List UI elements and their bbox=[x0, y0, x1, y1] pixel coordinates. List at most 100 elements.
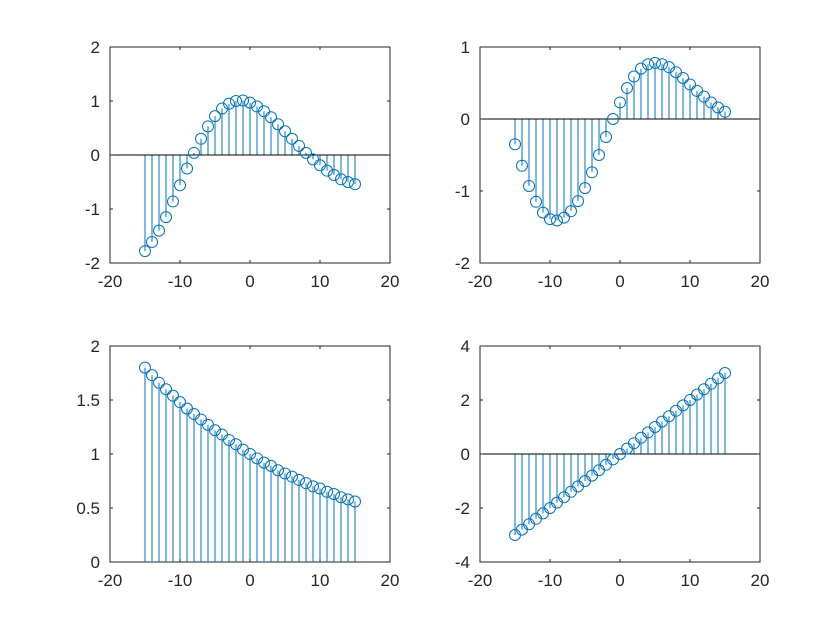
data-point-marker bbox=[516, 159, 528, 172]
data-point-marker bbox=[593, 149, 605, 161]
x-tick-label: -20 bbox=[468, 272, 493, 291]
data-point-marker bbox=[314, 482, 326, 495]
markers bbox=[139, 94, 361, 258]
data-point-marker bbox=[146, 235, 158, 248]
data-point-marker bbox=[160, 383, 172, 396]
subplot-bottom-left: -20 -10 0 10 20 0 0.5 1 1.5 2 bbox=[76, 337, 399, 590]
x-tick-label: 0 bbox=[615, 571, 624, 590]
x-tick-label: 0 bbox=[245, 272, 254, 291]
data-point-marker bbox=[677, 71, 689, 84]
data-point-marker bbox=[635, 62, 647, 75]
y-tick-label: 0 bbox=[91, 146, 100, 165]
data-point-marker bbox=[237, 94, 249, 107]
data-point-marker bbox=[272, 464, 284, 477]
x-tick-label: -10 bbox=[168, 571, 193, 590]
x-tick-label: 20 bbox=[751, 571, 770, 590]
y-tick-label: -1 bbox=[455, 182, 470, 201]
y-tick-label: -2 bbox=[455, 499, 470, 518]
data-point-marker bbox=[146, 369, 158, 382]
x-tick-label: 0 bbox=[245, 571, 254, 590]
data-point-marker bbox=[153, 376, 165, 389]
y-tick-label: 4 bbox=[461, 337, 470, 356]
data-point-marker bbox=[202, 120, 214, 133]
y-tick-label: 2 bbox=[461, 391, 470, 410]
data-point-marker bbox=[684, 78, 696, 91]
data-point-marker bbox=[656, 58, 668, 71]
stems bbox=[514, 373, 726, 535]
data-point-marker bbox=[139, 245, 151, 258]
data-point-marker bbox=[349, 495, 361, 508]
markers bbox=[139, 361, 361, 508]
data-point-marker bbox=[558, 211, 570, 224]
data-point-marker bbox=[286, 132, 298, 145]
data-point-marker bbox=[328, 168, 340, 181]
data-point-marker bbox=[230, 95, 242, 107]
data-point-marker bbox=[209, 110, 221, 123]
x-tick-label: -20 bbox=[468, 571, 493, 590]
data-point-marker bbox=[279, 467, 291, 480]
x-tick-label: 20 bbox=[751, 272, 770, 291]
data-point-marker bbox=[293, 473, 305, 486]
data-point-marker bbox=[572, 195, 584, 208]
data-point-marker bbox=[265, 459, 277, 472]
y-tick-label: -4 bbox=[455, 553, 470, 572]
data-point-marker bbox=[342, 493, 354, 506]
data-point-marker bbox=[167, 389, 179, 402]
y-tick-label: 0 bbox=[91, 553, 100, 572]
data-point-marker bbox=[544, 213, 556, 226]
data-point-marker bbox=[579, 182, 591, 195]
data-point-marker bbox=[300, 477, 312, 490]
x-tick-label: 20 bbox=[381, 272, 400, 291]
x-tick-label: 10 bbox=[681, 272, 700, 291]
data-point-marker bbox=[244, 448, 256, 460]
y-tick-label: 2 bbox=[91, 38, 100, 57]
x-tick-label: -10 bbox=[538, 571, 563, 590]
data-point-marker bbox=[349, 178, 361, 191]
data-point-marker bbox=[153, 224, 165, 237]
x-tick-label: 0 bbox=[615, 272, 624, 291]
x-tick-label: -20 bbox=[98, 272, 123, 291]
data-point-marker bbox=[223, 433, 235, 446]
data-point-marker bbox=[244, 96, 256, 109]
data-point-marker bbox=[293, 139, 305, 152]
data-point-marker bbox=[719, 367, 731, 379]
x-tick-label: -10 bbox=[538, 272, 563, 291]
data-point-marker bbox=[307, 480, 319, 493]
data-point-marker bbox=[509, 138, 521, 151]
data-point-marker bbox=[628, 70, 640, 83]
data-point-marker bbox=[335, 173, 347, 186]
x-tick-label: 10 bbox=[311, 272, 330, 291]
subplot-top-right: -20 -10 0 10 20-2-101 bbox=[455, 38, 770, 291]
stems bbox=[144, 100, 356, 252]
data-point-marker bbox=[342, 176, 354, 188]
data-point-marker bbox=[174, 179, 186, 192]
data-point-marker bbox=[209, 424, 221, 437]
data-point-marker bbox=[642, 58, 654, 71]
y-tick-label: 1 bbox=[91, 92, 100, 111]
data-point-marker bbox=[286, 470, 298, 483]
data-point-marker bbox=[307, 153, 319, 166]
data-point-marker bbox=[321, 485, 333, 498]
x-tick-label: 10 bbox=[311, 571, 330, 590]
data-point-marker bbox=[621, 82, 633, 95]
data-point-marker bbox=[537, 206, 549, 219]
data-point-marker bbox=[321, 164, 333, 177]
markers bbox=[509, 367, 731, 541]
data-point-marker bbox=[181, 162, 193, 175]
data-point-marker bbox=[258, 456, 270, 469]
data-point-marker bbox=[272, 118, 284, 131]
data-point-marker bbox=[188, 146, 200, 159]
data-point-marker bbox=[237, 443, 249, 456]
x-tick-label: 20 bbox=[381, 571, 400, 590]
y-tick-label: -2 bbox=[455, 254, 470, 273]
stems bbox=[514, 62, 726, 221]
data-point-marker bbox=[649, 56, 661, 69]
y-tick-label: -2 bbox=[85, 254, 100, 273]
markers bbox=[509, 56, 731, 227]
y-tick-label: 2 bbox=[91, 337, 100, 356]
x-tick-label: -10 bbox=[168, 272, 193, 291]
stems bbox=[144, 367, 356, 562]
data-point-marker bbox=[530, 195, 542, 208]
